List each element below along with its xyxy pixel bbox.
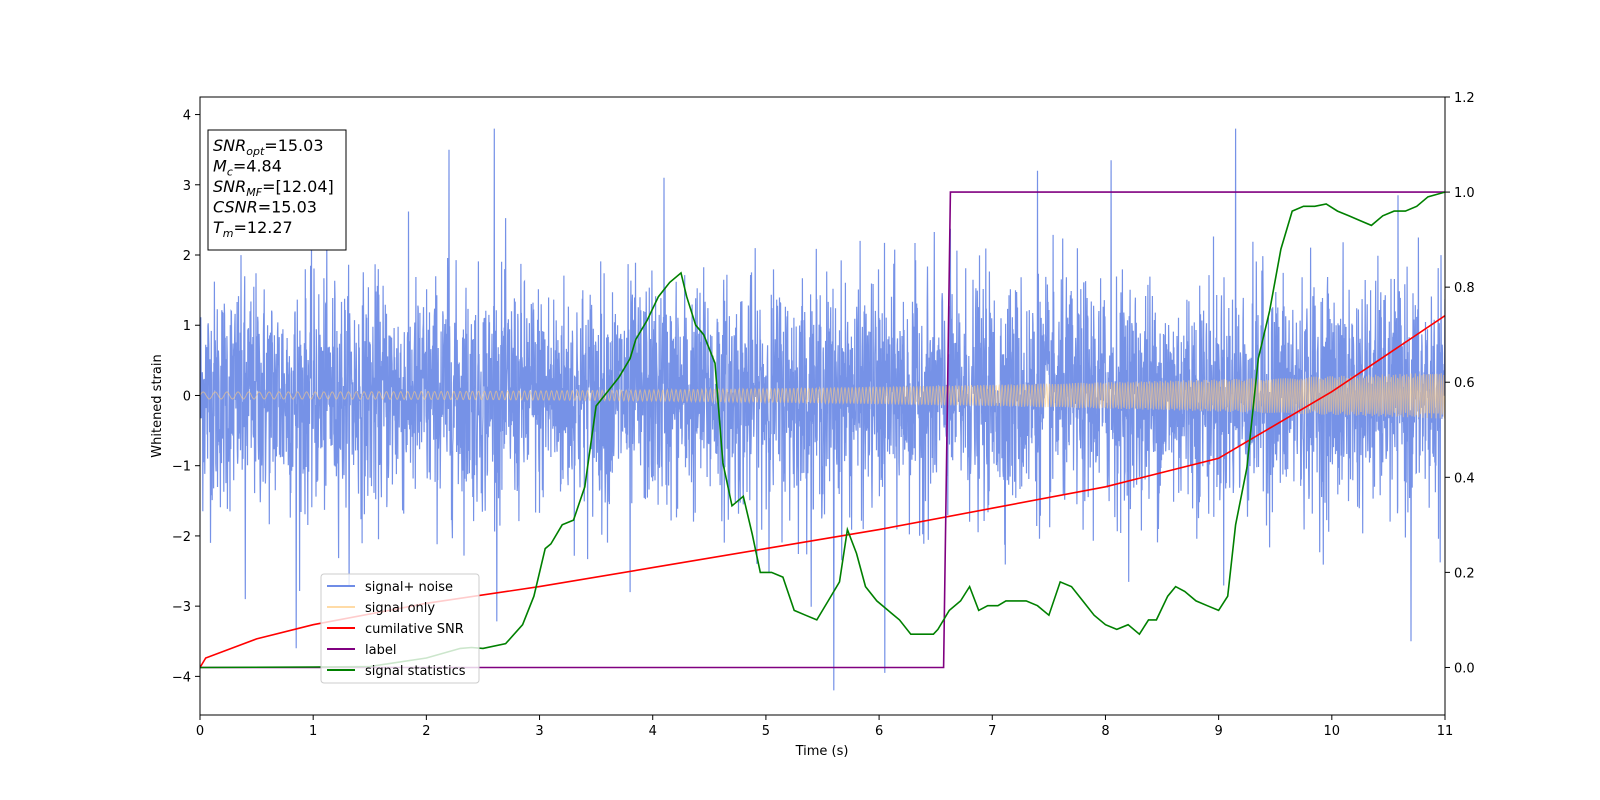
annotation-subscript: opt [246,145,265,158]
series-line-signal-statistics [200,191,1445,669]
annotation-line: SNRMF=[12.04] [213,177,334,199]
y-left-tick-label: −1 [172,460,191,475]
annotation-line: Mc=4.84 [213,157,282,179]
y-right-tick-label: 1.0 [1454,186,1475,201]
y-axis-label: Whitened strain [150,354,165,457]
legend-label: cumilative SNR [365,622,464,637]
annotation-subscript: c [227,166,233,179]
x-tick-label: 1 [309,724,317,739]
x-axis-label: Time (s) [795,744,849,759]
y-right-tick-label: 0.0 [1454,661,1475,676]
annotation-line: Tm=12.27 [213,218,293,240]
y-right-tick-label: 0.2 [1454,566,1475,581]
annotation-line: SNRopt=15.03 [213,136,324,158]
annotation-symbol: CSNR [213,198,258,217]
x-tick-label: 7 [988,724,996,739]
x-tick-label: 4 [649,724,657,739]
x-tick-label: 11 [1437,724,1454,739]
x-axis: 0 1 2 3 4 5 6 7 8 9 10 11 [196,715,1453,739]
annotation-value: =15.03 [258,198,317,217]
x-tick-label: 3 [535,724,543,739]
y-left-tick-label: 4 [183,109,191,124]
y-left-tick-label: 3 [183,179,191,194]
plot-series [200,128,1445,691]
y-right-tick-label: 0.4 [1454,471,1475,486]
legend-label: signal statistics [365,664,466,679]
x-tick-label: 6 [875,724,883,739]
annotation-box: SNRopt=15.03Mc=4.84SNRMF=[12.04]CSNR=15.… [207,129,347,251]
legend-label: signal only [365,601,435,616]
x-tick-label: 9 [1214,724,1222,739]
x-tick-label: 10 [1324,724,1341,739]
annotation-symbol: T [213,218,224,237]
legend-label: label [365,643,396,658]
annotation-symbol: SNR [213,177,246,196]
x-tick-label: 8 [1101,724,1109,739]
annotation-frame [207,129,347,251]
y-right-tick-label: 1.2 [1454,91,1475,106]
annotation-symbol: SNR [213,136,246,155]
y-left-tick-label: −3 [172,600,191,615]
annotation-value: =[12.04] [262,177,334,196]
legend-frame [320,573,480,684]
series-line-cumilative-snr [200,315,1445,668]
series-line-signal-only [200,373,1445,419]
annotation-symbol: M [213,157,227,176]
y-left-tick-label: 0 [183,389,191,404]
plot-frame [199,96,1446,716]
x-tick-label: 5 [762,724,770,739]
annotation-value: =15.03 [264,136,323,155]
legend-label: signal+ noise [365,580,453,595]
annotation-line: CSNR=15.03 [213,198,317,217]
x-tick-label: 0 [196,724,204,739]
y-left-tick-label: −2 [172,530,191,545]
y-left-tick-label: 1 [183,319,191,334]
x-tick-label: 2 [422,724,430,739]
y-axis-right: 0.0 0.2 0.4 0.6 0.8 1.0 1.2 [1445,91,1475,676]
y-axis-left: −4 −3 −2 −1 0 1 2 3 4 [172,109,200,685]
series-line-label [200,191,1445,669]
annotation-subscript: MF [246,186,262,199]
y-right-tick-label: 0.8 [1454,281,1475,296]
y-left-tick-label: −4 [172,670,191,685]
y-left-tick-label: 2 [183,249,191,264]
legend: signal+ noise signal only cumilative SNR la… [320,573,480,684]
annotation-value: =4.84 [233,157,282,176]
annotation-value: =12.27 [234,218,293,237]
y-right-tick-label: 0.6 [1454,376,1475,391]
annotation-subscript: m [223,227,234,240]
